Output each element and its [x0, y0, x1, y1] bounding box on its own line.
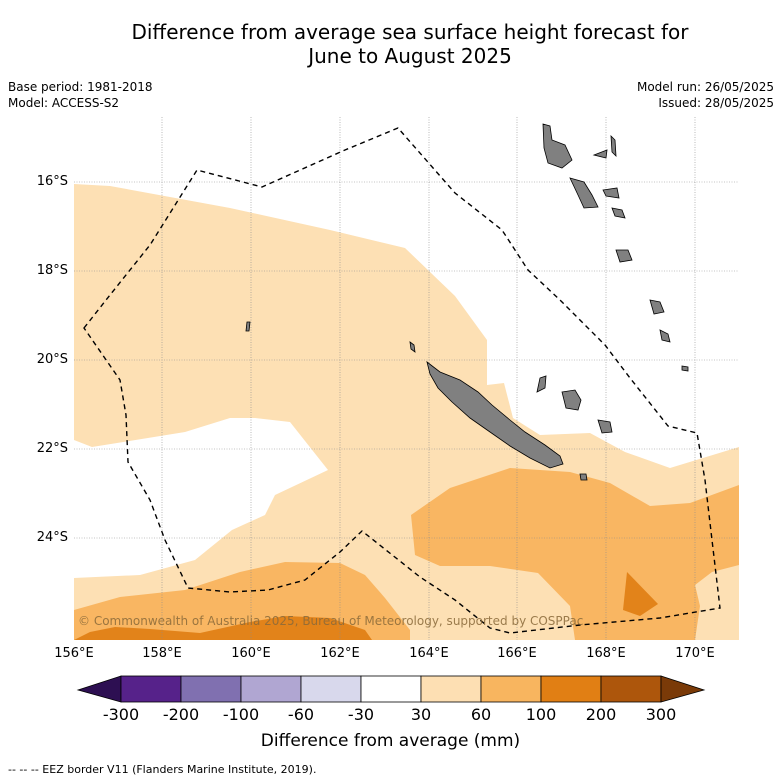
anomaly-region-100-200-south: [74, 616, 372, 640]
anomaly-region-100-200-east: [623, 572, 658, 616]
graticule: [74, 117, 739, 640]
colorbar-bin-8: [540, 675, 602, 703]
x-tick-label: 160°E: [231, 646, 271, 661]
colorbar-bin-4: [300, 675, 362, 703]
x-tick-label: 168°E: [586, 646, 626, 661]
chart-title-line2: June to August 2025: [308, 44, 512, 68]
vanuatu-aneityum-land: [681, 365, 689, 372]
x-tick-label: 158°E: [142, 646, 182, 661]
colorbar-bin-6: [420, 675, 482, 703]
anomaly-region-60-100-east: [411, 468, 739, 640]
loyalty-islands-land: [561, 389, 582, 411]
x-tick-label: 166°E: [497, 646, 537, 661]
eez-border: [83, 127, 721, 634]
colorbar-bin-3: [240, 675, 302, 703]
vanuatu-epi-land: [611, 207, 626, 219]
colorbar: [76, 675, 706, 703]
isle-of-pines-land: [579, 473, 588, 481]
colorbar-bin-7: [480, 675, 542, 703]
vanuatu-ambae-land: [592, 149, 608, 159]
colorbar-tick-label: 30: [410, 705, 432, 724]
belep-land: [409, 341, 416, 353]
ouvea-land: [536, 375, 547, 393]
base-period-label: Base period: 1981-2018: [8, 80, 153, 94]
chart-title-line1: Difference from average sea surface heig…: [131, 20, 689, 44]
eez-legend-note: -- -- -- EEZ border V11 (Flanders Marine…: [8, 763, 317, 776]
copyright-notice: © Commonwealth of Australia 2025, Bureau…: [78, 614, 584, 628]
colorbar-extend-low: [76, 675, 122, 703]
colorbar-tick-label: -100: [222, 705, 260, 724]
colorbar-tick-label: 60: [470, 705, 492, 724]
vanuatu-efate-land: [615, 249, 633, 263]
anomaly-fill-layer: [74, 184, 739, 640]
vanuatu-ambrym-land: [602, 187, 620, 199]
x-tick-label: 170°E: [675, 646, 715, 661]
colorbar-bin-2: [180, 675, 242, 703]
y-tick-label: 20°S: [36, 352, 68, 367]
colorbar-extend-high: [660, 675, 706, 703]
colorbar-title: Difference from average (mm): [260, 731, 521, 751]
new-caledonia-land: [426, 360, 564, 469]
colorbar-tick-label: 300: [645, 705, 677, 724]
colorbar-tick-label: -30: [347, 705, 375, 724]
colorbar-bin-1: [120, 675, 182, 703]
y-tick-label: 24°S: [36, 530, 68, 545]
colorbar-tick-label: -200: [162, 705, 200, 724]
lifou-land: [597, 419, 613, 434]
vanuatu-erromango-land: [649, 299, 665, 315]
colorbar-tick-label: 200: [585, 705, 617, 724]
vanuatu-pentecost-land: [610, 134, 617, 158]
colorbar-tick-label: 100: [525, 705, 557, 724]
vanuatu-tanna-land: [659, 329, 671, 343]
issued-label: Issued: 28/05/2025: [658, 96, 774, 110]
y-tick-label: 22°S: [36, 441, 68, 456]
y-tick-label: 18°S: [36, 263, 68, 278]
y-tick-label: 16°S: [36, 174, 68, 189]
model-label: Model: ACCESS-S2: [8, 96, 120, 110]
chesterfield-land: [245, 321, 251, 332]
colorbar-tick-label: -60: [287, 705, 315, 724]
vanuatu-espiritu-santo-land: [542, 123, 573, 169]
x-tick-label: 156°E: [54, 646, 94, 661]
x-tick-label: 162°E: [320, 646, 360, 661]
land-layer: [245, 123, 689, 481]
colorbar-bin-5: [360, 675, 422, 703]
model-run-label: Model run: 26/05/2025: [636, 80, 774, 94]
vanuatu-malekula-land: [569, 177, 599, 209]
colorbar-tick-label: -300: [102, 705, 140, 724]
colorbar-bin-9: [600, 675, 662, 703]
x-tick-label: 164°E: [409, 646, 449, 661]
